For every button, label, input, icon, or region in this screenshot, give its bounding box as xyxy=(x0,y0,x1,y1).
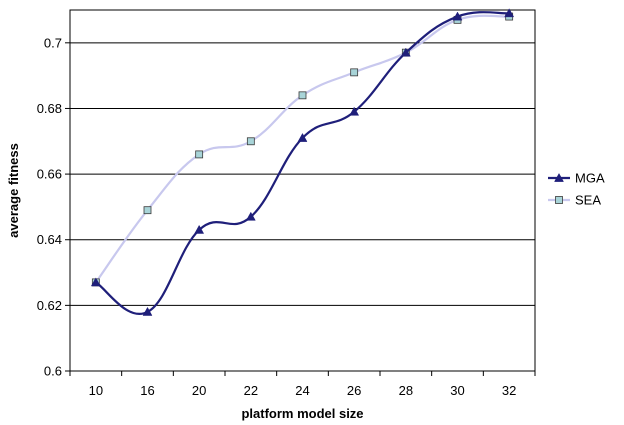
x-tick-label: 22 xyxy=(244,383,258,398)
legend-marker xyxy=(555,196,563,204)
y-tick-label: 0.7 xyxy=(44,35,62,50)
y-axis-title: average fitness xyxy=(6,143,21,238)
series-layer xyxy=(90,8,515,316)
x-tick-label: 28 xyxy=(399,383,413,398)
x-tick-label: 10 xyxy=(89,383,103,398)
plot-border xyxy=(69,9,536,372)
x-tick-label: 16 xyxy=(140,383,154,398)
series-line-mga xyxy=(95,11,510,315)
data-point-sea xyxy=(195,150,204,159)
series-mga xyxy=(90,8,515,316)
y-tick-label: 0.68 xyxy=(37,101,62,116)
legend-label: SEA xyxy=(575,193,601,208)
legend-marker xyxy=(554,172,564,182)
legend: MGA SEA xyxy=(548,171,605,208)
y-tick-label: 0.6 xyxy=(44,364,62,379)
data-point-mga xyxy=(245,211,256,221)
x-tick-label: 26 xyxy=(347,383,361,398)
series-sea xyxy=(91,12,514,287)
data-point-mga xyxy=(90,277,101,287)
x-axis-ticks: 10 16 20 22 24 26 28 30 32 xyxy=(69,371,536,398)
data-point-mga xyxy=(349,106,360,116)
data-point-mga xyxy=(194,224,205,234)
data-point-mga xyxy=(142,306,153,316)
data-point-sea xyxy=(298,91,307,100)
data-point-sea xyxy=(350,68,359,77)
legend-label: MGA xyxy=(575,171,605,186)
plot-area xyxy=(69,9,536,372)
x-tick-label: 24 xyxy=(295,383,309,398)
data-point-mga xyxy=(504,8,515,18)
y-tick-label: 0.64 xyxy=(37,232,62,247)
x-axis-title: platform model size xyxy=(241,406,363,421)
y-tick-label: 0.62 xyxy=(37,298,62,313)
series-line-sea xyxy=(94,14,510,284)
data-point-mga xyxy=(400,47,411,57)
legend-item-mga: MGA xyxy=(548,171,605,186)
x-tick-label: 32 xyxy=(502,383,516,398)
data-point-mga xyxy=(452,11,463,21)
data-point-mga xyxy=(297,132,308,142)
y-tick-label: 0.66 xyxy=(37,167,62,182)
legend-item-sea: SEA xyxy=(548,193,601,208)
x-tick-label: 30 xyxy=(450,383,464,398)
x-tick-label: 20 xyxy=(192,383,206,398)
data-point-sea xyxy=(246,137,255,146)
data-point-sea xyxy=(143,206,152,215)
y-axis-ticks: 0.6 0.62 0.64 0.66 0.68 0.7 xyxy=(37,35,70,379)
